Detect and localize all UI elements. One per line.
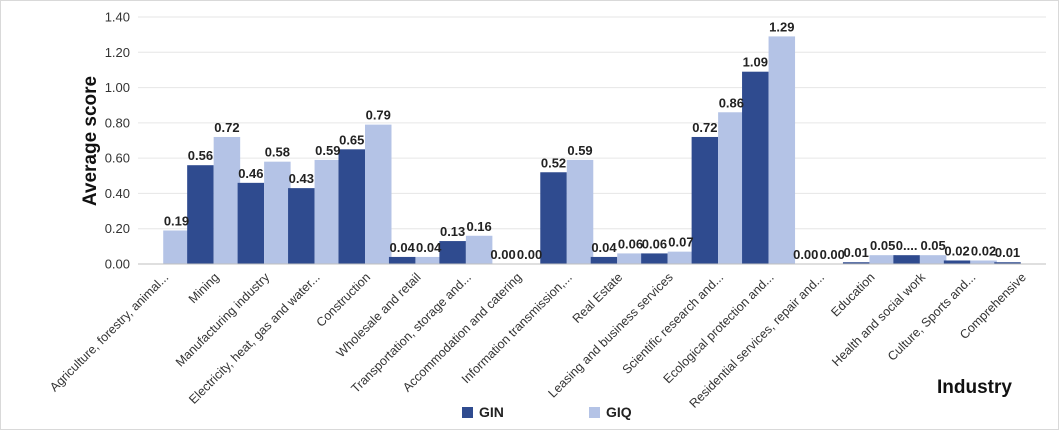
data-label: 0.72 xyxy=(214,120,239,135)
data-label: 0.07 xyxy=(668,235,693,250)
data-label: 0.59 xyxy=(315,143,340,158)
gin-bar xyxy=(691,136,719,264)
x-tick-label: Agriculture, forestry, animal... xyxy=(47,270,171,394)
y-tick-label: 0.00 xyxy=(105,257,130,272)
data-label: 1.29 xyxy=(769,19,794,34)
giq-bar xyxy=(163,230,190,264)
data-label: 0.02 xyxy=(971,243,996,258)
gin-bar xyxy=(388,256,416,264)
data-label: 1.09 xyxy=(743,55,768,70)
giq-bar xyxy=(869,255,896,264)
gin-bar xyxy=(641,253,668,264)
x-tick-label: Mining xyxy=(186,270,222,306)
x-tick-label: Scientific research and... xyxy=(620,270,727,377)
data-label: 0.86 xyxy=(719,95,744,110)
giq-bar xyxy=(768,36,796,265)
data-label: 0.79 xyxy=(366,108,391,123)
data-label: 0.00 xyxy=(490,247,515,262)
data-label: 0.... xyxy=(896,238,918,253)
giq-bar xyxy=(919,255,947,264)
data-label: 0.72 xyxy=(692,120,717,135)
gin-bar xyxy=(943,260,971,264)
x-tick-label: Education xyxy=(828,270,877,319)
data-label: 0.19 xyxy=(164,213,189,228)
giq-bar xyxy=(314,159,342,264)
giq-bar xyxy=(365,124,392,264)
gin-bar xyxy=(590,256,618,264)
giq-bar xyxy=(415,256,442,264)
gin-bar xyxy=(338,149,365,264)
giq-bar xyxy=(465,235,493,264)
data-label: 0.16 xyxy=(466,219,491,234)
gin-bar xyxy=(893,255,920,264)
giq-bar xyxy=(667,251,695,264)
gin-bar xyxy=(288,188,315,264)
data-label: 0.06 xyxy=(618,236,643,251)
data-label: 0.00 xyxy=(820,247,845,262)
y-axis-title: Average score xyxy=(80,76,101,206)
data-label: 0.05 xyxy=(870,238,895,253)
data-label: 0.59 xyxy=(567,143,592,158)
x-tick-label: Wholesale and retail xyxy=(334,270,424,360)
x-tick-label: Health and social work xyxy=(829,270,928,369)
x-tick-label: Culture, Sports and... xyxy=(885,270,978,363)
data-label: 0.00 xyxy=(517,247,542,262)
data-label: 0.04 xyxy=(591,240,617,255)
y-tick-label: 1.40 xyxy=(105,10,130,25)
data-labels: 0.190.560.720.460.580.430.590.650.790.04… xyxy=(164,19,1020,262)
data-label: 0.06 xyxy=(642,236,667,251)
gin-bar xyxy=(842,262,870,264)
data-label: 0.04 xyxy=(416,240,442,255)
data-label: 0.02 xyxy=(944,243,969,258)
giq-bar xyxy=(718,112,745,265)
y-tick-label: 1.20 xyxy=(105,45,130,60)
x-tick-label: Real Estate xyxy=(570,270,626,326)
data-label: 0.52 xyxy=(541,155,566,170)
gin-bar xyxy=(187,165,214,264)
y-tick-label: 0.40 xyxy=(105,186,130,201)
data-label: 0.05 xyxy=(920,238,945,253)
gin-bar xyxy=(540,172,567,264)
gin-bar xyxy=(742,71,769,264)
data-label: 0.00 xyxy=(793,247,818,262)
giq-bar xyxy=(213,136,241,264)
y-tick-label: 0.80 xyxy=(105,115,130,130)
data-label: 0.58 xyxy=(265,145,290,160)
data-label: 0.04 xyxy=(390,240,416,255)
data-label: 0.01 xyxy=(844,245,869,260)
data-label: 0.56 xyxy=(188,148,213,163)
y-tick-label: 1.00 xyxy=(105,80,130,95)
legend-swatch xyxy=(462,407,473,418)
gin-bar xyxy=(237,182,265,264)
gin-bar xyxy=(994,262,1021,264)
giq-bar xyxy=(617,253,644,264)
data-label: 0.65 xyxy=(339,132,364,147)
data-label: 0.01 xyxy=(995,245,1020,260)
legend-swatch xyxy=(589,407,600,418)
data-label: 0.46 xyxy=(238,166,263,181)
y-tick-label: 0.20 xyxy=(105,221,130,236)
giq-bar xyxy=(970,260,997,264)
data-label: 0.43 xyxy=(289,171,314,186)
giq-bar xyxy=(264,161,291,264)
legend-label: GIN xyxy=(479,404,504,420)
data-label: 0.13 xyxy=(440,224,465,239)
x-axis-title: Industry xyxy=(937,377,1012,398)
y-tick-label: 0.60 xyxy=(105,151,130,166)
x-tick-label: Manufacturing industry xyxy=(173,270,273,370)
giq-bar xyxy=(566,159,594,264)
legend-label: GIQ xyxy=(606,404,632,420)
legend: GIN GIQ xyxy=(462,404,632,420)
gin-bar xyxy=(439,241,466,264)
bars xyxy=(163,36,1021,265)
